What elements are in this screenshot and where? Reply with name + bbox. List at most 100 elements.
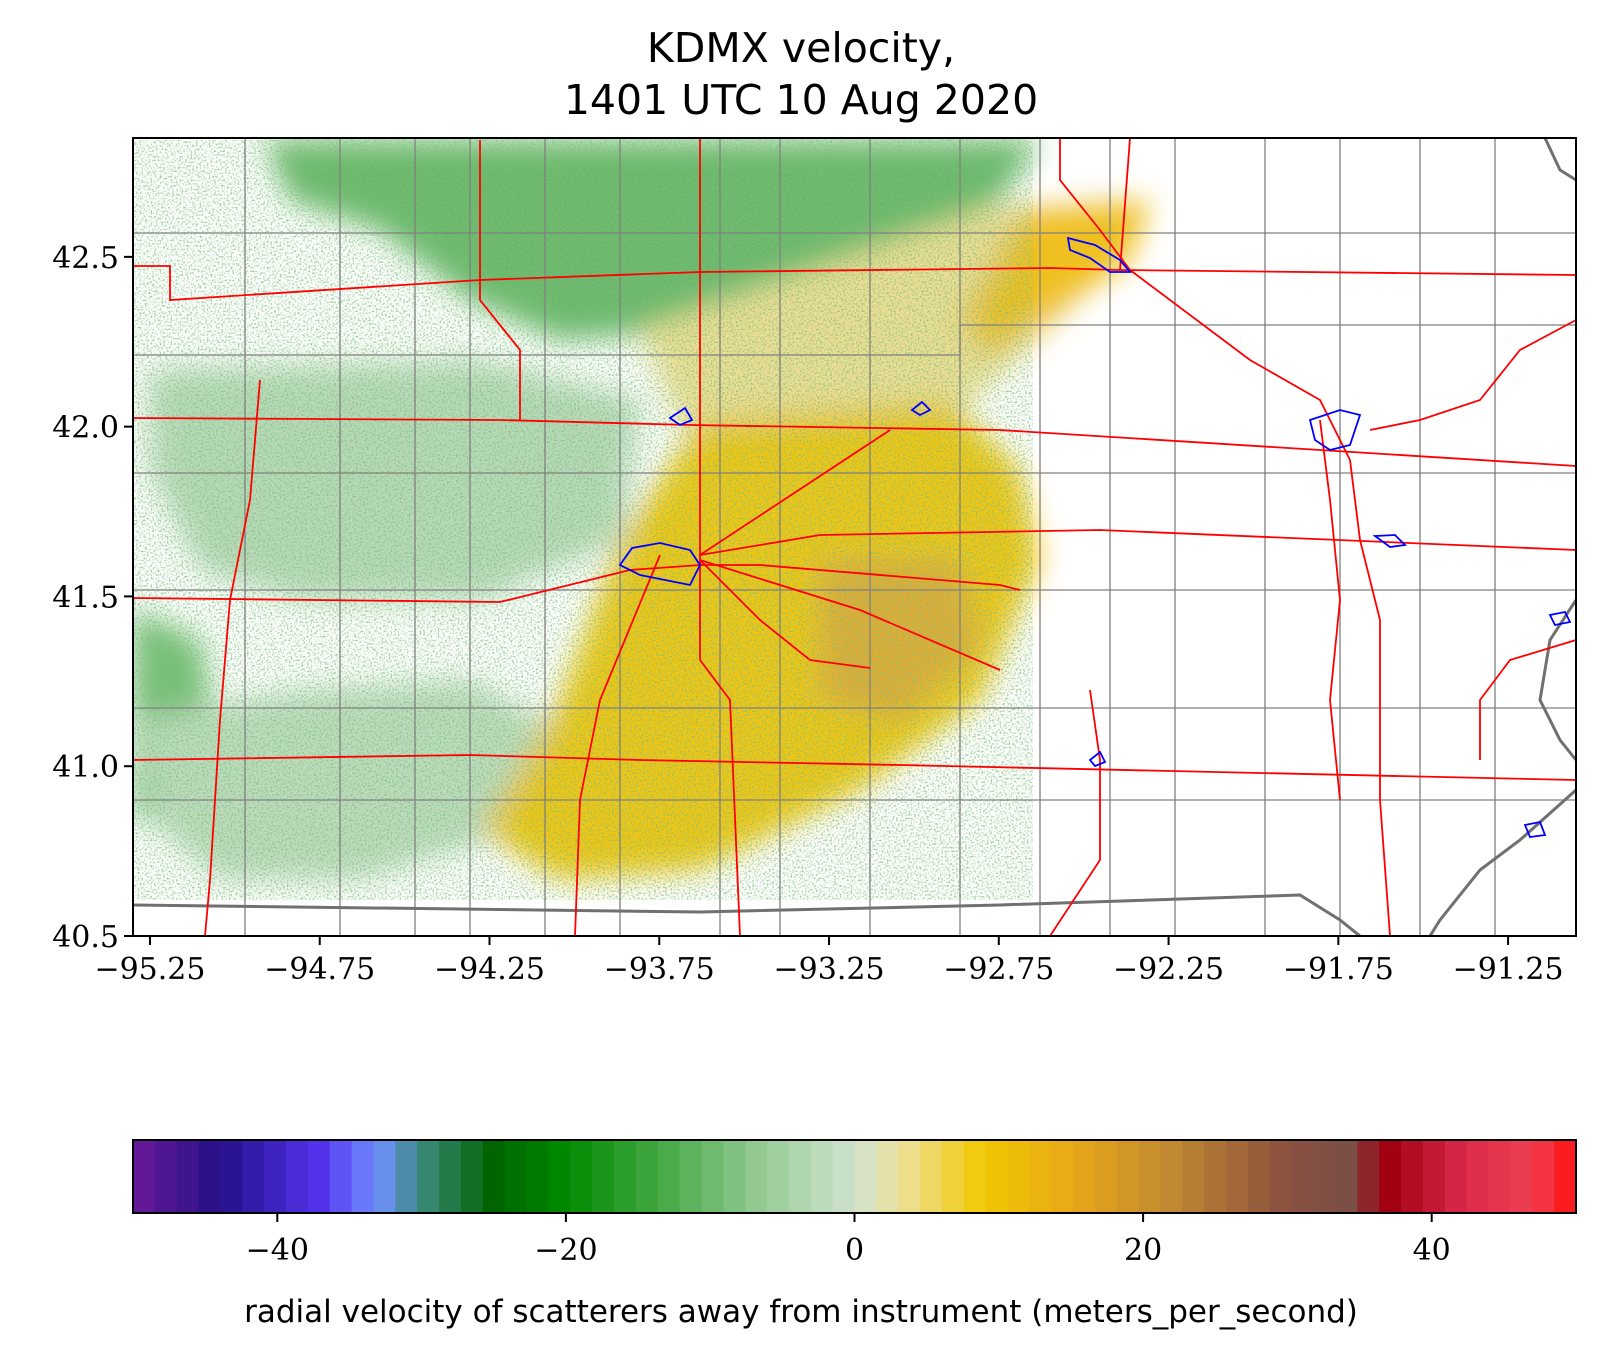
colorbar-swatch: [1401, 1140, 1424, 1213]
colorbar-swatch: [395, 1140, 418, 1213]
urban-area-iowa-city: [1372, 534, 1407, 548]
colorbar-swatch: [679, 1140, 703, 1213]
colorbar-swatch: [723, 1140, 746, 1213]
colorbar-swatch: [985, 1140, 1009, 1213]
colorbar-swatch: [1466, 1140, 1490, 1213]
x-tick-label: −92.25: [1113, 952, 1224, 987]
colorbar-swatch: [373, 1140, 396, 1213]
colorbar-swatch: [745, 1140, 768, 1213]
title-line-1: KDMX velocity,: [646, 24, 956, 72]
colorbar-swatch: [1073, 1140, 1096, 1213]
urban-area-des-moines: [618, 542, 702, 587]
velocity-field: [133, 140, 1150, 900]
urban-areas: [618, 236, 1572, 838]
colorbar-swatch: [242, 1140, 265, 1213]
colorbar-tick-label: 40: [1413, 1233, 1451, 1268]
colorbar-swatch: [876, 1140, 899, 1213]
state-boundary: [133, 893, 1361, 936]
map-frame: [132, 137, 1577, 937]
colorbar-swatch: [1488, 1140, 1512, 1213]
urban-area-marshalltown: [910, 400, 932, 417]
colorbar-swatch: [1335, 1140, 1358, 1213]
colorbar-swatch: [701, 1140, 724, 1213]
colorbar-swatch: [504, 1140, 528, 1213]
colorbar-swatch: [635, 1140, 659, 1213]
colorbar-swatch: [1160, 1140, 1184, 1213]
colorbar-swatch: [1116, 1140, 1140, 1213]
colorbar-swatch: [1138, 1140, 1162, 1213]
colorbar-swatch: [1095, 1140, 1118, 1213]
colorbar-swatches: [133, 1140, 1577, 1213]
colorbar-swatch: [1029, 1140, 1052, 1213]
colorbar-swatch: [1007, 1140, 1031, 1213]
colorbar-swatch: [1379, 1140, 1402, 1213]
colorbar-swatch: [592, 1140, 615, 1213]
x-tick-label: −91.75: [1283, 952, 1394, 987]
y-tick-label: 42.0: [52, 411, 119, 446]
colorbar-swatch: [657, 1140, 681, 1213]
colorbar-swatch: [133, 1140, 156, 1213]
mississippi-river: [1428, 138, 1576, 936]
urban-area-cedar-rapids: [1308, 409, 1362, 451]
colorbar-swatch: [329, 1140, 353, 1213]
urban-area-ames: [668, 406, 694, 427]
colorbar-swatch: [198, 1140, 222, 1213]
y-axis: 42.5 42.0 41.5 41.0 40.5: [52, 241, 133, 955]
colorbar-swatch: [351, 1140, 375, 1213]
x-axis: −95.25 −94.75 −94.25 −93.75 −93.25 −92.75 −92.…: [94, 936, 1564, 987]
urban-area-ottumwa: [1088, 750, 1107, 768]
x-tick-label: −94.25: [434, 952, 545, 987]
colorbar-swatch: [460, 1140, 484, 1213]
colorbar-swatch: [941, 1140, 965, 1213]
colorbar-swatch: [920, 1140, 943, 1213]
colorbar-swatch: [570, 1140, 593, 1213]
colorbar-swatch: [1357, 1140, 1380, 1213]
colorbar-tick-label: −20: [534, 1233, 597, 1268]
chart-title: KDMX velocity, 1401 UTC 10 Aug 2020: [0, 22, 1602, 126]
colorbar-tick-label: 20: [1124, 1233, 1162, 1268]
colorbar-swatch: [548, 1140, 571, 1213]
colorbar-swatch: [854, 1140, 877, 1213]
colorbar-swatch: [1204, 1140, 1227, 1213]
urban-area-burlington: [1523, 820, 1547, 838]
y-tick-label: 42.5: [52, 241, 119, 276]
colorbar-swatch: [1051, 1140, 1074, 1213]
colorbar-swatch: [1554, 1140, 1577, 1213]
colorbar-swatch: [176, 1140, 200, 1213]
highways: [133, 138, 1576, 936]
colorbar-swatch: [810, 1140, 834, 1213]
colorbar-swatch: [417, 1140, 440, 1213]
colorbar-swatch: [767, 1140, 790, 1213]
x-tick-label: −95.25: [94, 952, 205, 987]
x-tick-label: −91.25: [1453, 952, 1564, 987]
colorbar-swatch: [832, 1140, 856, 1213]
colorbar-swatch: [1182, 1140, 1205, 1213]
urban-area-waterloo: [1066, 236, 1132, 273]
y-tick-label: 40.5: [52, 920, 119, 955]
colorbar-swatch: [482, 1140, 506, 1213]
colorbar-swatch: [286, 1140, 309, 1213]
x-tick-label: −92.75: [943, 952, 1054, 987]
colorbar-swatch: [1532, 1140, 1555, 1213]
x-tick-label: −94.75: [264, 952, 375, 987]
colorbar-swatch: [1291, 1140, 1315, 1213]
colorbar-tick-label: −40: [246, 1233, 309, 1268]
colorbar-swatch: [307, 1140, 331, 1213]
colorbar-swatch: [1269, 1140, 1293, 1213]
x-tick-label: −93.25: [774, 952, 885, 987]
colorbar-label: radial velocity of scatterers away from …: [244, 1294, 1358, 1330]
colorbar-swatch: [1313, 1140, 1337, 1213]
y-tick-label: 41.5: [52, 580, 119, 615]
colorbar-swatch: [526, 1140, 550, 1213]
colorbar-swatch: [963, 1140, 987, 1213]
colorbar-swatch: [1444, 1140, 1468, 1213]
colorbar-swatch: [1226, 1140, 1249, 1213]
colorbar-swatch: [788, 1140, 812, 1213]
colorbar-axis: −40 −20 0 20 40: [246, 1213, 1451, 1268]
colorbar-swatch: [614, 1140, 637, 1213]
colorbar-swatch: [1248, 1140, 1271, 1213]
colorbar-swatch: [264, 1140, 287, 1213]
urban-area-davenport: [1548, 610, 1572, 627]
colorbar-swatch: [439, 1140, 462, 1213]
